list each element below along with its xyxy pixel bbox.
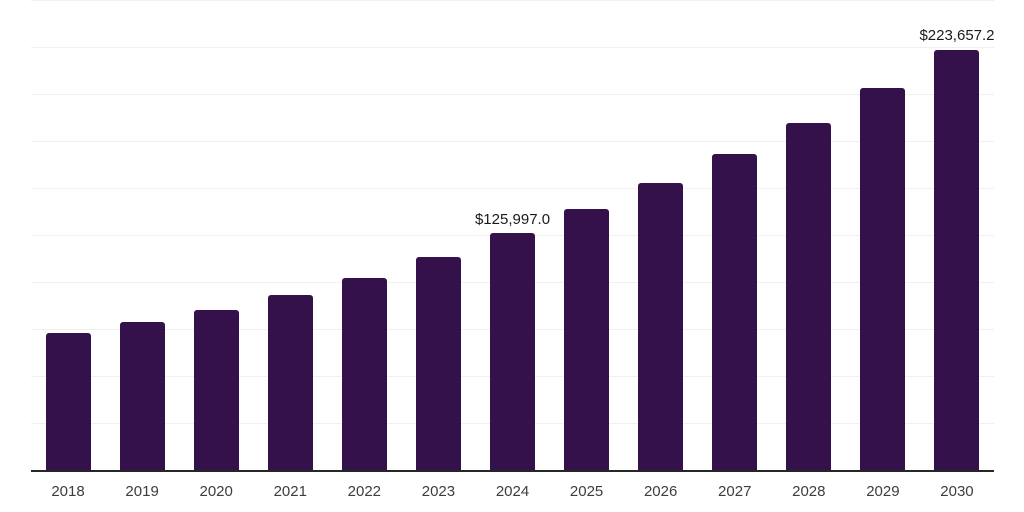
bar-column — [401, 0, 475, 470]
bar-column — [31, 0, 105, 470]
bar-data-label: $125,997.0 — [474, 210, 551, 228]
bar-2020 — [193, 309, 239, 470]
x-tick-label: 2029 — [866, 483, 900, 500]
bar-column — [179, 0, 253, 470]
x-tick-label: 2018 — [51, 483, 85, 500]
x-tick-label: 2028 — [792, 483, 826, 500]
bar-2027 — [712, 154, 758, 470]
x-tick-label: 2019 — [125, 483, 159, 500]
bar-2030 — [934, 49, 980, 470]
x-axis-line — [31, 470, 994, 472]
bar-column — [624, 0, 698, 470]
gridline — [31, 47, 994, 48]
x-axis-tick-labels: 2018 2019 2020 2021 2022 2023 2024 2025 2026 2027… — [31, 483, 994, 500]
bar-column: $125,997.0 — [474, 0, 551, 470]
bar-2019 — [119, 321, 165, 470]
bar-2026 — [638, 183, 684, 470]
bar-2021 — [267, 294, 313, 470]
bar-series: $125,997.0 $223,657.2 — [31, 0, 995, 470]
gridline — [31, 141, 994, 142]
x-tick-label: 2021 — [273, 483, 307, 500]
bar-2022 — [341, 277, 387, 470]
x-tick-label: 2020 — [199, 483, 233, 500]
bar-2024 — [490, 233, 535, 470]
bar-data-label: $223,657.2 — [919, 27, 995, 44]
x-tick-label: 2030 — [940, 483, 974, 500]
x-tick-label: 2022 — [347, 483, 382, 500]
bar-column — [698, 0, 772, 470]
plot-area: $125,997.0 $223,657.2 — [31, 0, 995, 470]
gridline — [31, 0, 994, 1]
x-tick-label: 2027 — [718, 483, 752, 500]
bar-column — [327, 0, 401, 470]
x-tick-label: 2023 — [421, 483, 456, 500]
x-tick-label: 2025 — [569, 483, 604, 500]
bar-column — [846, 0, 920, 470]
bar-column — [105, 0, 179, 470]
bar-column: $223,657.2 — [919, 0, 995, 470]
bar-column — [550, 0, 624, 470]
bar-2018 — [45, 332, 91, 470]
bar-2028 — [786, 122, 832, 470]
gridline — [31, 188, 994, 189]
bar-2025 — [564, 209, 610, 470]
bar-column — [772, 0, 846, 470]
bar-column — [253, 0, 327, 470]
x-tick-label: 2026 — [643, 483, 678, 500]
gridline — [31, 94, 994, 95]
x-tick-label: 2024 — [495, 483, 530, 500]
bar-2023 — [415, 256, 461, 470]
bar-2029 — [860, 87, 906, 470]
